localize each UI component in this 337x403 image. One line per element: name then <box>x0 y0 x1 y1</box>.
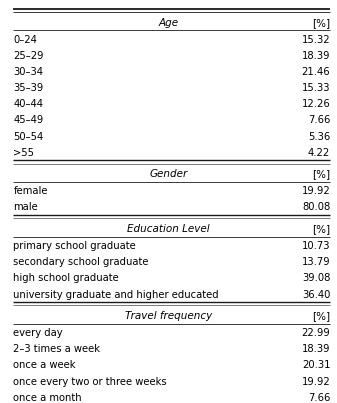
Text: 0–24: 0–24 <box>13 35 37 45</box>
Text: 4.22: 4.22 <box>308 147 330 158</box>
Text: every day: every day <box>13 328 63 338</box>
Text: Education Level: Education Level <box>127 224 210 234</box>
Text: 19.92: 19.92 <box>302 376 330 386</box>
Text: university graduate and higher educated: university graduate and higher educated <box>13 289 219 299</box>
Text: [%]: [%] <box>312 224 330 234</box>
Text: 25–29: 25–29 <box>13 51 44 61</box>
Text: 15.32: 15.32 <box>302 35 330 45</box>
Text: 39.08: 39.08 <box>302 273 330 283</box>
Text: 18.39: 18.39 <box>302 51 330 61</box>
Text: 7.66: 7.66 <box>308 393 330 403</box>
Text: >55: >55 <box>13 147 34 158</box>
Text: male: male <box>13 202 38 212</box>
Text: [%]: [%] <box>312 169 330 179</box>
Text: 20.31: 20.31 <box>302 360 330 370</box>
Text: 21.46: 21.46 <box>302 67 330 77</box>
Text: Travel frequency: Travel frequency <box>125 311 212 321</box>
Text: once every two or three weeks: once every two or three weeks <box>13 376 167 386</box>
Text: 12.26: 12.26 <box>302 99 330 109</box>
Text: high school graduate: high school graduate <box>13 273 119 283</box>
Text: [%]: [%] <box>312 18 330 28</box>
Text: Age: Age <box>158 18 179 28</box>
Text: 18.39: 18.39 <box>302 344 330 354</box>
Text: once a week: once a week <box>13 360 76 370</box>
Text: 22.99: 22.99 <box>302 328 330 338</box>
Text: 10.73: 10.73 <box>302 241 330 251</box>
Text: 15.33: 15.33 <box>302 83 330 93</box>
Text: 45–49: 45–49 <box>13 115 44 125</box>
Text: female: female <box>13 186 48 196</box>
Text: 80.08: 80.08 <box>302 202 330 212</box>
Text: 7.66: 7.66 <box>308 115 330 125</box>
Text: 30–34: 30–34 <box>13 67 43 77</box>
Text: [%]: [%] <box>312 311 330 321</box>
Text: 36.40: 36.40 <box>302 289 330 299</box>
Text: 5.36: 5.36 <box>308 131 330 141</box>
Text: 19.92: 19.92 <box>302 186 330 196</box>
Text: 2–3 times a week: 2–3 times a week <box>13 344 100 354</box>
Text: 50–54: 50–54 <box>13 131 44 141</box>
Text: secondary school graduate: secondary school graduate <box>13 257 149 267</box>
Text: Gender: Gender <box>149 169 188 179</box>
Text: primary school graduate: primary school graduate <box>13 241 136 251</box>
Text: 40–44: 40–44 <box>13 99 43 109</box>
Text: 13.79: 13.79 <box>302 257 330 267</box>
Text: once a month: once a month <box>13 393 82 403</box>
Text: 35–39: 35–39 <box>13 83 44 93</box>
